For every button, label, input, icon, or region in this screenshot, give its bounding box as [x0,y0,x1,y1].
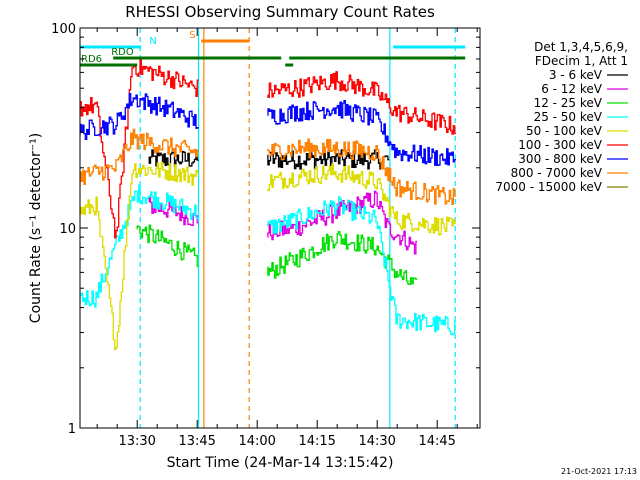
legend-label: 800 - 7000 keV [511,166,603,180]
flag-bar-label: N [149,36,156,47]
series-line [80,184,456,336]
chart-title: RHESSI Observing Summary Count Rates [125,3,435,21]
plot-area: N RDO RD6 S [80,28,466,428]
series-line [136,224,418,285]
series-line [80,92,456,167]
x-tick-label: 14:30 [358,434,395,449]
footer-timestamp: 21-Oct-2021 17:13 [561,467,637,476]
legend-label: 6 - 12 keV [541,82,603,96]
x-axis-label: Start Time (24-Mar-14 13:15:42) [167,455,394,471]
legend-label: 7000 - 15000 keV [495,180,602,194]
x-tick-label: 14:45 [418,434,455,449]
series-line [80,161,456,350]
legend-label: 25 - 50 keV [534,110,603,124]
legend-label: 300 - 800 keV [518,152,602,166]
legend-label: 3 - 6 keV [549,68,603,82]
y-tick-label: 1 [68,422,76,437]
legend-label: 100 - 300 keV [518,138,602,152]
legend: Det 1,3,4,5,6,9, FDecim 1, Att 1 3 - 6 k… [495,40,628,194]
legend-header-line: FDecim 1, Att 1 [535,54,628,68]
flag-bar-label: RD6 [81,54,102,65]
legend-label: 12 - 25 keV [534,96,603,110]
flag-bar-label: S [189,30,195,41]
series-line [80,58,456,239]
x-tick-label: 14:00 [238,434,275,449]
y-axis-label: Count Rate (s⁻¹ detector⁻¹) [28,133,44,323]
x-tick-label: 14:15 [298,434,335,449]
x-tick-label: 13:30 [118,434,155,449]
y-tick-label: 10 [59,222,76,237]
series-line [80,128,456,206]
x-tick-label: 13:45 [178,434,215,449]
y-tick-label: 100 [51,22,76,37]
legend-header-line: Det 1,3,4,5,6,9, [534,40,628,54]
legend-label: 50 - 100 keV [526,124,603,138]
flag-bar-label: RDO [111,47,134,58]
